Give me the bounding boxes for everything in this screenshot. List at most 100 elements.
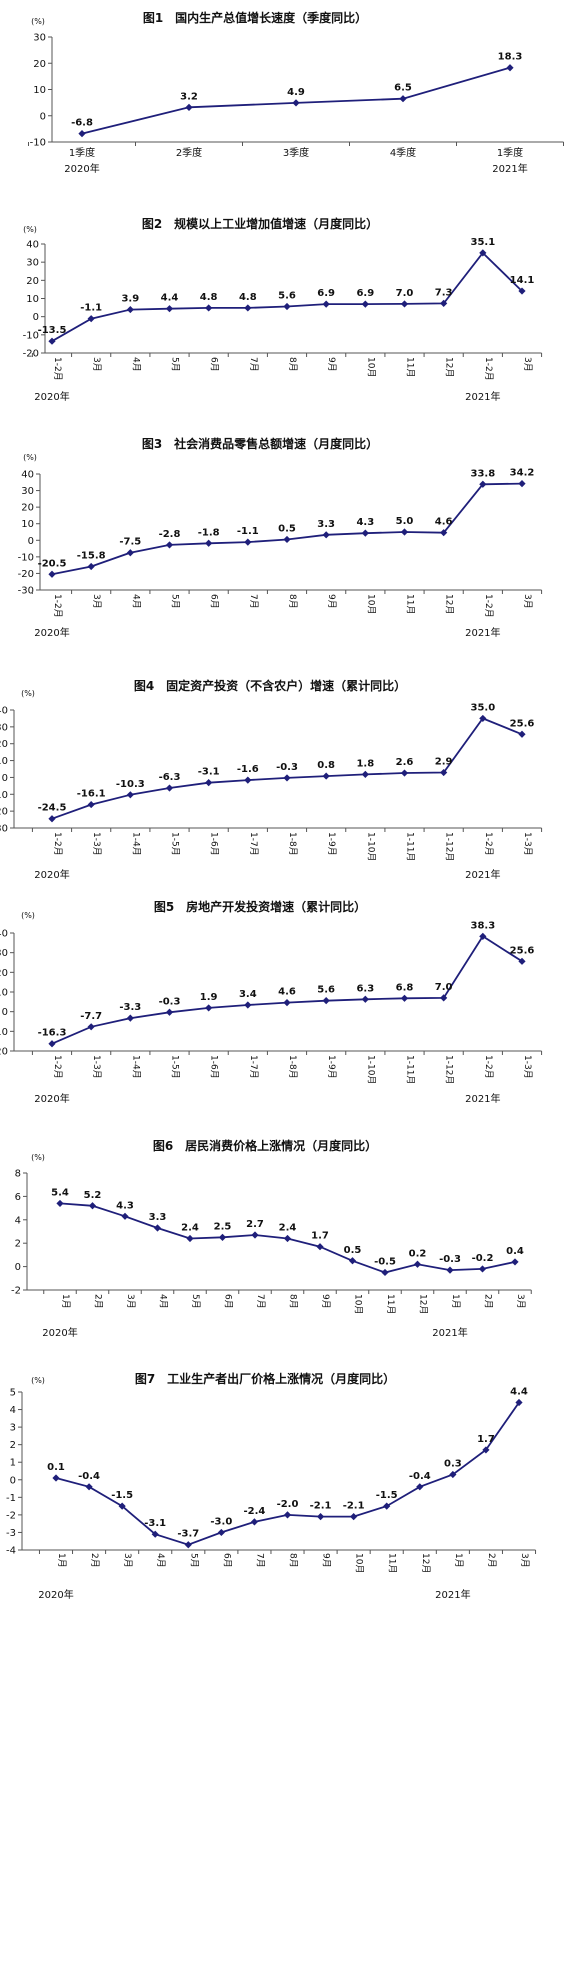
data-label: 3.3 (317, 519, 335, 530)
y-tick-label: -2 (11, 1286, 21, 1297)
data-point (87, 1023, 95, 1031)
x-tick-label: 3月 (515, 1294, 526, 1309)
unit-label: (%) (31, 17, 45, 26)
data-point (479, 714, 487, 723)
chart-6: 图6 居民消费价格上涨情况（月度同比） (%) -2 0 2 4 6 8 1月 2月 3月 4月 5月 6… (11, 1138, 532, 1339)
y-tick-label: 2 (10, 1440, 16, 1451)
y-tick-label: 5 (10, 1388, 16, 1399)
data-point (87, 315, 95, 323)
x-tick-label: 9月 (321, 1553, 332, 1568)
x-tick-label: 1-7月 (248, 832, 259, 856)
data-label: -0.2 (472, 1253, 494, 1264)
data-label: 6.9 (317, 288, 335, 299)
x-tick-label: 4季度 (390, 146, 416, 159)
data-label: 3.3 (149, 1212, 167, 1223)
data-label: 5.6 (317, 985, 335, 996)
x-tick-label: 4月 (130, 594, 141, 609)
year-label: 2021年 (492, 162, 527, 175)
x-tick-label: 1-2月 (483, 832, 494, 856)
data-label: 4.9 (287, 87, 305, 98)
x-tick-label: 10月 (354, 1553, 365, 1573)
y-tick-label: 4 (10, 1405, 16, 1416)
x-tick-label: 1-2月 (483, 594, 494, 618)
data-point (283, 999, 291, 1007)
unit-label: (%) (31, 1376, 45, 1385)
data-label: 5.4 (51, 1187, 69, 1198)
data-point (283, 535, 291, 544)
data-label: 4.8 (239, 292, 257, 303)
x-tick-label: 11月 (385, 1294, 396, 1314)
series-line (55, 1401, 520, 1546)
data-label: 7.3 (435, 287, 453, 298)
x-tick-label: 1-5月 (170, 832, 181, 856)
x-tick-label: 4月 (155, 1553, 166, 1568)
unit-label: (%) (21, 911, 35, 920)
data-label: 0.1 (47, 1462, 65, 1473)
y-tick-label: 1 (10, 1458, 16, 1469)
year-label: 2021年 (465, 868, 500, 881)
data-point (479, 249, 487, 257)
data-point (217, 1528, 225, 1537)
y-tick-label: 10 (21, 519, 34, 530)
x-tick-label: 1季度 (497, 146, 523, 159)
x-tick-label: 5月 (188, 1553, 199, 1568)
y-tick-label: -20 (0, 807, 8, 818)
data-point (48, 815, 56, 823)
y-tick-label: 10 (0, 988, 8, 999)
data-label: 5.2 (84, 1190, 102, 1201)
y-tick-label: 10 (26, 294, 39, 305)
data-point (244, 538, 252, 546)
chart-7: 图7 工业生产者出厂价格上涨情况（月度同比） (%) -4 -3 -2 -1 0 1 2 3 4 5 1… (6, 1371, 537, 1601)
data-point (479, 480, 487, 488)
data-point (85, 1483, 93, 1491)
y-tick-label: -20 (18, 569, 34, 580)
data-label: -3.1 (198, 767, 220, 778)
x-tick-label: 8月 (288, 1553, 299, 1568)
x-tick-label: 1月 (453, 1553, 464, 1568)
y-tick-label: 0 (2, 773, 8, 784)
data-label: 0.8 (317, 760, 335, 771)
y-tick-label: -20 (0, 1047, 8, 1058)
data-point (250, 1518, 259, 1526)
chart-title: 图5 房地产开发投资增速（累计同比） (154, 899, 366, 914)
x-tick-label: 1-2月 (483, 1055, 494, 1079)
y-tick-label: 40 (0, 929, 8, 940)
y-tick-label: -10 (18, 552, 34, 563)
x-tick-label: 2月 (483, 1294, 494, 1309)
x-tick-label: 1-2月 (52, 594, 63, 618)
data-point (316, 1513, 325, 1521)
y-tick-label: -2 (6, 1510, 16, 1521)
data-point (416, 1483, 424, 1491)
x-tick-label: 3月 (522, 594, 533, 609)
data-point (87, 562, 95, 571)
x-tick-label: 3月 (522, 357, 533, 372)
data-point (413, 1260, 422, 1268)
x-tick-label: 4月 (130, 357, 141, 372)
data-point (440, 299, 448, 308)
x-tick-label: 1-3月 (522, 1055, 533, 1079)
data-label: 4.8 (200, 292, 218, 303)
data-point (399, 95, 407, 103)
year-label: 2020年 (38, 1588, 73, 1601)
x-tick-label: 9月 (320, 1294, 331, 1309)
x-tick-label: 1-6月 (209, 832, 220, 856)
data-label: -16.3 (38, 1028, 67, 1039)
x-tick-label: 2月 (486, 1553, 497, 1568)
year-label: 2020年 (34, 868, 69, 881)
data-point (322, 772, 330, 780)
x-tick-label: 7月 (248, 594, 259, 609)
data-point (322, 531, 330, 539)
y-tick-label: -30 (18, 586, 34, 597)
chart-title: 图1 国内生产总值增长速度（季度同比） (143, 10, 367, 25)
data-label: -7.5 (119, 537, 141, 548)
x-tick-label: 3月 (125, 1294, 136, 1309)
data-point (205, 304, 213, 312)
x-tick-label: 3月 (91, 594, 102, 609)
data-point (165, 305, 174, 313)
y-tick-label: 0 (15, 1262, 21, 1273)
chart-4: 图4 固定资产投资（不含农户）增速（累计同比） (%) -30 -20 -10 0 10 20… (0, 678, 543, 881)
x-tick-label: 1-2月 (52, 1055, 63, 1079)
data-label: -6.3 (159, 772, 181, 783)
data-point (361, 995, 369, 1003)
x-tick-label: 3季度 (283, 146, 309, 159)
